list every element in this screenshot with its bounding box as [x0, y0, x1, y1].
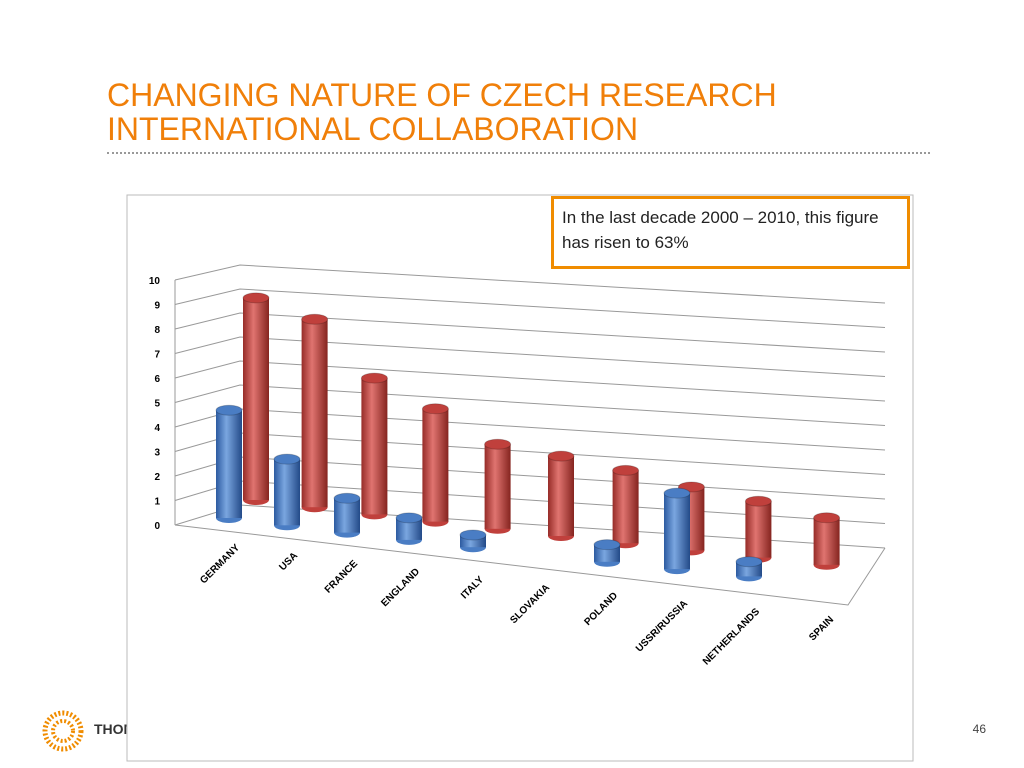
cylinder: [334, 498, 360, 533]
cylinder-top: [593, 539, 621, 551]
cylinder: [548, 456, 574, 536]
y-tick-label: 5: [154, 399, 160, 410]
cylinder-top: [215, 404, 243, 416]
cylinder-top: [813, 512, 841, 524]
cylinder-top: [612, 464, 640, 476]
y-tick-label: 0: [154, 521, 160, 532]
grid-line: [174, 288, 886, 328]
grid-line: [174, 336, 886, 377]
cylinder-top: [547, 450, 575, 462]
grid-line: [174, 264, 886, 304]
y-tick-label: 2: [154, 472, 160, 483]
cylinder-top: [663, 487, 691, 499]
cylinder: [484, 444, 511, 529]
cylinder-top: [242, 292, 270, 304]
cylinder-top: [273, 453, 301, 465]
cylinder-top: [744, 495, 772, 507]
grid-line: [174, 312, 886, 353]
y-tick-label: 7: [154, 350, 160, 361]
cylinder: [301, 319, 328, 508]
cylinder: [361, 378, 388, 515]
cylinder: [612, 470, 639, 544]
divider: [107, 152, 930, 154]
y-tick-label: 1: [154, 497, 160, 508]
y-tick-label: 8: [154, 325, 160, 336]
grid-line: [174, 384, 886, 426]
y-tick-label: 9: [154, 301, 160, 312]
brand: THOM: [94, 721, 136, 737]
cylinder: [422, 408, 449, 522]
cylinder: [216, 410, 242, 518]
page-number: 46: [972, 722, 986, 736]
cylinder: [813, 517, 840, 565]
cylinder: [396, 517, 422, 540]
cylinder: [274, 459, 300, 526]
cylinder-top: [301, 313, 329, 325]
cylinder-top: [360, 372, 388, 384]
cylinder-top: [735, 556, 763, 568]
callout: In the last decade 2000 – 2010, this fig…: [551, 196, 910, 269]
floor-edge: [174, 524, 886, 606]
y-tick-label: 10: [149, 276, 161, 287]
slide-title: CHANGING NATURE OF CZECH RESEARCH INTERN…: [107, 77, 777, 147]
cylinder-top: [459, 529, 487, 541]
grid-line: [174, 360, 886, 402]
y-tick-label: 3: [154, 448, 160, 459]
logo: [42, 710, 84, 752]
cylinder-top: [421, 403, 449, 415]
cylinder-top: [395, 512, 423, 524]
cylinder: [243, 297, 269, 500]
cylinder: [664, 493, 690, 570]
cylinder-top: [484, 438, 512, 450]
cylinder: [745, 501, 772, 558]
y-tick-label: 6: [154, 374, 160, 385]
cylinder-top: [333, 492, 361, 504]
y-tick-label: 4: [154, 423, 160, 434]
